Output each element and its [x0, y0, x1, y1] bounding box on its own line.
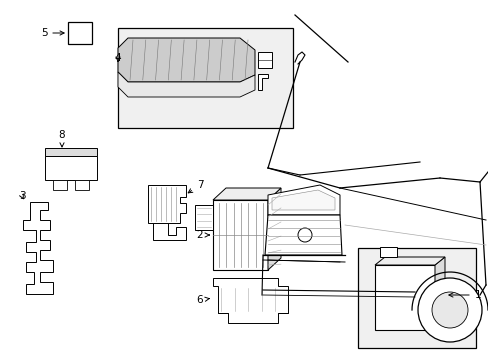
Circle shape: [431, 292, 467, 328]
Polygon shape: [118, 72, 254, 97]
Polygon shape: [374, 257, 444, 265]
Circle shape: [297, 228, 311, 242]
Bar: [68, 22, 92, 44]
Text: 3: 3: [19, 191, 25, 201]
Bar: [357, 248, 475, 348]
Polygon shape: [148, 185, 185, 223]
Polygon shape: [434, 257, 444, 330]
Text: 4: 4: [115, 53, 121, 63]
Text: 7: 7: [188, 180, 203, 193]
Polygon shape: [153, 223, 185, 240]
Polygon shape: [267, 188, 281, 270]
Polygon shape: [374, 265, 434, 330]
Polygon shape: [271, 190, 334, 210]
Polygon shape: [195, 205, 213, 230]
Polygon shape: [213, 278, 287, 323]
Polygon shape: [258, 52, 271, 68]
Polygon shape: [118, 38, 254, 82]
Polygon shape: [23, 202, 53, 294]
Polygon shape: [379, 247, 396, 257]
Polygon shape: [264, 215, 341, 255]
Polygon shape: [75, 180, 89, 190]
Polygon shape: [267, 185, 339, 215]
Text: 5: 5: [41, 28, 64, 38]
Polygon shape: [45, 156, 97, 180]
Text: 2: 2: [196, 230, 209, 240]
Circle shape: [417, 278, 481, 342]
Text: 8: 8: [59, 130, 65, 147]
Polygon shape: [45, 148, 97, 156]
Bar: [118, 28, 292, 128]
Polygon shape: [258, 74, 267, 90]
Text: 6: 6: [196, 295, 209, 305]
Polygon shape: [213, 188, 281, 200]
Polygon shape: [213, 200, 267, 270]
Polygon shape: [53, 180, 67, 190]
Text: 1: 1: [448, 290, 480, 300]
